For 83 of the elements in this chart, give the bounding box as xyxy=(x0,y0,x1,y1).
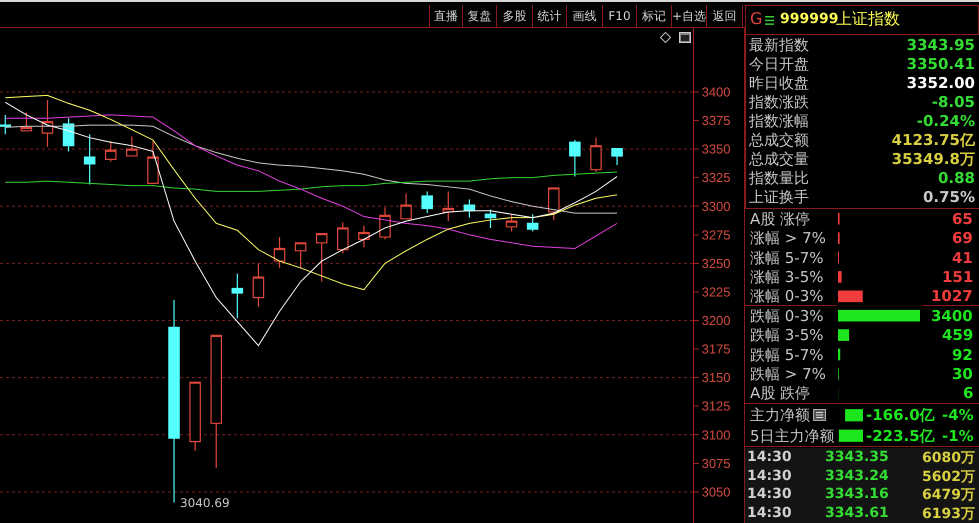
text: 昨日收盘 xyxy=(749,74,809,93)
y-tick-label: 3325 xyxy=(702,170,731,186)
y-tick-label: 3350 xyxy=(702,142,731,157)
y-tick-label: 3050 xyxy=(702,484,731,500)
y-tick-label: 涨幅 3-5% xyxy=(750,268,824,286)
text: 多股 xyxy=(497,5,533,27)
data-label: 151 xyxy=(942,268,974,286)
text: 总成交量 xyxy=(749,150,809,169)
text: 14:30 xyxy=(747,504,792,520)
text: 6479万 xyxy=(922,486,975,504)
y-tick-label: A股 跌停 xyxy=(750,384,810,402)
text: 上证指数 xyxy=(836,9,900,30)
text: 6080万 xyxy=(922,449,975,467)
y-tick-label: 3150 xyxy=(702,370,731,386)
text: 返回 xyxy=(707,5,743,27)
text: 上证换手 xyxy=(749,188,809,207)
data-label: 1027 xyxy=(931,287,973,305)
text: -0.24% xyxy=(916,112,975,131)
y-tick-label: 涨幅 > 7% xyxy=(750,229,826,247)
text: 指数量比 xyxy=(749,169,809,188)
data-label: 459 xyxy=(942,326,974,344)
text: 复盘 xyxy=(463,5,497,27)
y-tick-label: 5日主力净额 xyxy=(750,427,835,445)
text: 标记 xyxy=(637,5,672,27)
text: 5602万 xyxy=(922,468,975,486)
text: 最新指数 xyxy=(749,36,809,55)
y-tick-label: 跌幅 > 7% xyxy=(750,365,826,383)
text: 0.75% xyxy=(922,188,975,207)
y-tick-label: 3400 xyxy=(702,84,731,100)
text: 14:30 xyxy=(747,449,792,465)
y-tick-label: 3200 xyxy=(702,313,731,328)
y-tick-label: 3225 xyxy=(702,284,731,300)
data-label: 3400 xyxy=(931,307,973,325)
annotation: 3040.69 xyxy=(180,496,230,510)
data-label: 30 xyxy=(952,365,973,383)
y-tick-label: 3075 xyxy=(702,456,731,471)
text: -4% xyxy=(942,406,974,424)
y-tick-label: 3375 xyxy=(702,113,731,128)
text: 3343.61 xyxy=(825,504,889,520)
text: 3350.41 xyxy=(906,55,975,74)
data-label: 41 xyxy=(952,249,973,267)
y-tick-label: 3100 xyxy=(702,427,731,442)
data-label: 6 xyxy=(963,384,974,402)
data-label: 65 xyxy=(952,210,973,228)
text: G xyxy=(750,9,762,28)
text: 3343.24 xyxy=(825,468,889,484)
data-label: 92 xyxy=(952,346,973,364)
y-tick-label: 跌幅 3-5% xyxy=(750,326,824,344)
text: 3343.95 xyxy=(906,36,975,55)
text: 指数涨幅 xyxy=(749,112,809,131)
y-tick-label: 涨幅 0-3% xyxy=(750,287,824,305)
text: 6193万 xyxy=(922,504,975,522)
text: 14:30 xyxy=(747,468,792,484)
text: 35349.8万 xyxy=(892,150,975,169)
data-label: -166.0亿 xyxy=(866,406,936,424)
text: 统计 xyxy=(533,5,567,27)
text: +自选 xyxy=(672,5,707,27)
text: 0.88 xyxy=(938,169,975,188)
text: 画线 xyxy=(567,5,603,27)
y-tick-label: 跌幅 0-3% xyxy=(750,307,824,325)
text: 指数涨跌 xyxy=(749,93,809,112)
data-label: 69 xyxy=(952,229,973,247)
y-tick-label: 3125 xyxy=(702,398,731,414)
text: 3343.16 xyxy=(825,486,889,502)
text: 14:30 xyxy=(747,486,792,502)
text: 总成交额 xyxy=(749,131,809,150)
y-tick-label: 跌幅 5-7% xyxy=(750,346,824,364)
text: 3343.35 xyxy=(825,449,889,465)
y-tick-label: 3250 xyxy=(702,256,731,271)
y-tick-label: 3300 xyxy=(702,198,731,214)
data-label: -223.5亿 xyxy=(866,427,936,445)
text: 4123.75亿 xyxy=(892,131,975,150)
text: 今日开盘 xyxy=(749,55,809,74)
y-tick-label: 3175 xyxy=(702,342,731,357)
y-tick-label: 涨幅 5-7% xyxy=(750,249,824,267)
text: 直播 xyxy=(429,5,463,27)
text: -1% xyxy=(942,427,974,445)
y-tick-label: 主力净额 xyxy=(750,406,810,424)
text: -8.05 xyxy=(932,93,975,112)
text: 3352.00 xyxy=(906,74,975,93)
text: F10 xyxy=(603,5,637,27)
y-tick-label: 3275 xyxy=(702,227,731,242)
y-tick-label: A股 涨停 xyxy=(750,210,810,228)
